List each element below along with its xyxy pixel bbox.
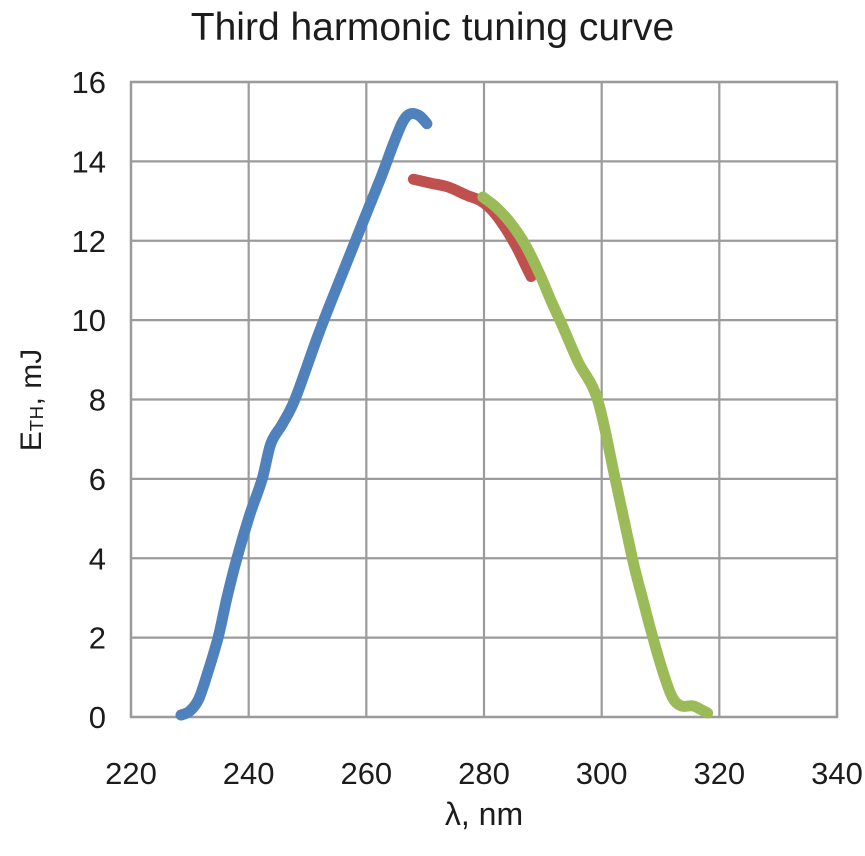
x-tick-340: 340 — [811, 756, 863, 791]
x-tick-240: 240 — [223, 756, 275, 791]
y-tick-8: 8 — [89, 383, 106, 418]
x-tick-280: 280 — [458, 756, 510, 791]
x-tick-300: 300 — [576, 756, 628, 791]
x-tick-320: 320 — [693, 756, 745, 791]
y-tick-2: 2 — [89, 621, 106, 656]
series-green-curve — [477, 191, 714, 719]
x-axis-label: λ, nm — [444, 796, 524, 832]
x-tick-260: 260 — [340, 756, 392, 791]
series-blue-curve — [175, 107, 433, 721]
y-tick-10: 10 — [72, 303, 106, 338]
y-tick-4: 4 — [89, 541, 106, 576]
y-tick-16: 16 — [72, 65, 106, 100]
y-tick-12: 12 — [72, 224, 106, 259]
y-tick-6: 6 — [89, 462, 106, 497]
y-tick-14: 14 — [72, 144, 106, 179]
plot-border — [129, 80, 839, 719]
chart-title: Third harmonic tuning curve — [190, 6, 675, 49]
y-tick-0: 0 — [89, 700, 106, 735]
x-tick-220: 220 — [105, 756, 157, 791]
